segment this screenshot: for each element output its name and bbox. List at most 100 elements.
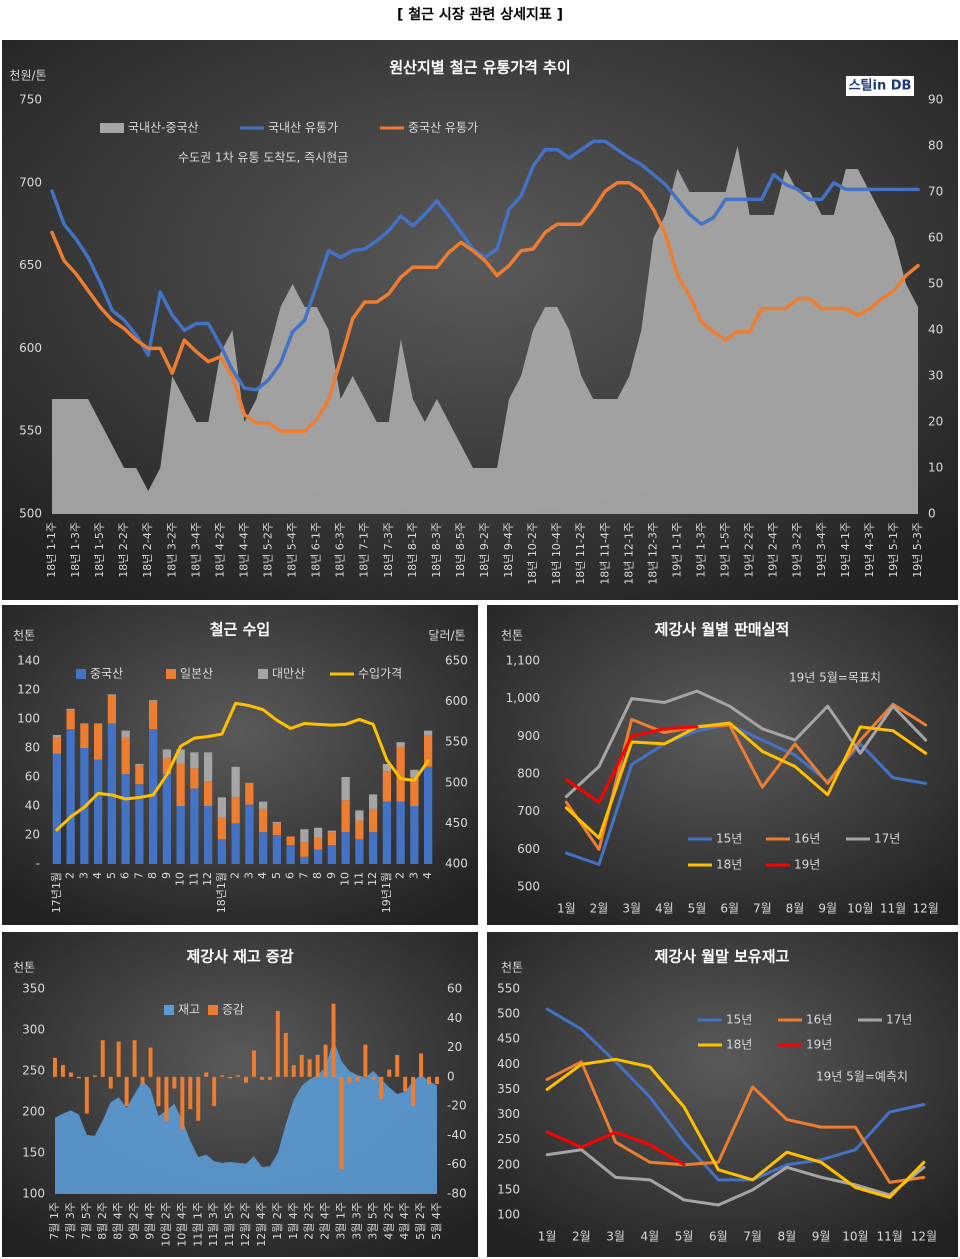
x-tick-label: 8월 — [786, 902, 805, 916]
bar — [100, 1040, 105, 1077]
legend-label: 16년 — [794, 832, 820, 846]
y-tick-label: 200 — [22, 1105, 45, 1119]
y2-axis-unit: 달러/톤 — [428, 629, 465, 643]
logo-box — [846, 76, 914, 96]
bar — [66, 729, 75, 864]
x-tick-label: 8월 4주 — [112, 1202, 125, 1240]
x-tick-label: 18년 8-3주 — [430, 522, 443, 578]
line — [545, 1148, 926, 1207]
x-tick-label: 5월 — [688, 902, 707, 916]
x-tick-label: 18년 1-1주 — [45, 522, 58, 578]
legend-label: 18년 — [716, 858, 742, 872]
bar — [84, 1076, 89, 1114]
bar — [382, 763, 391, 772]
annotation: 19년 5월=목표치 — [789, 671, 881, 685]
x-tick-label: 7월 5주 — [80, 1202, 93, 1240]
bar — [68, 1072, 73, 1077]
y2-tick-label: 60 — [928, 231, 943, 245]
bar — [245, 782, 254, 805]
bar — [190, 752, 199, 769]
y-axis-unit: 천톤 — [501, 628, 523, 643]
x-tick-label: 12월 — [911, 1230, 937, 1244]
bar — [162, 758, 171, 775]
line — [564, 689, 928, 799]
x-tick-label: 9월 — [812, 1230, 831, 1244]
legend-swatch — [258, 669, 268, 679]
bar — [251, 1050, 256, 1077]
bar — [108, 1076, 113, 1089]
legend-label: 국내산 유통가 — [268, 121, 338, 135]
bar — [196, 1076, 201, 1121]
x-tick-label: 2월 2주 — [303, 1202, 316, 1240]
x-tick-label: 18년 3-4주 — [189, 522, 202, 578]
x-tick-label: 18년 8-5주 — [454, 522, 467, 578]
y2-tick-label: 400 — [445, 857, 468, 871]
x-tick-label: 18년 8-1주 — [406, 522, 419, 578]
y-tick-label: 700 — [19, 175, 42, 189]
x-tick-label: 5월 2주 — [414, 1202, 427, 1240]
legend-label: 중국산 — [90, 667, 123, 681]
legend-label: 수입가격 — [358, 667, 402, 681]
note: 수도권 1차 유통 도착도, 즉시현금 — [178, 151, 348, 165]
x-tick-label: 3월 5주 — [366, 1202, 379, 1240]
x-tick-label: 1월 4주 — [287, 1202, 300, 1240]
x-tick-label: 3월 1주 — [335, 1202, 348, 1240]
y-tick-label: 350 — [497, 1082, 520, 1096]
bar — [231, 797, 240, 824]
bar — [286, 836, 295, 846]
bar — [369, 808, 378, 833]
bar — [315, 1054, 320, 1077]
x-tick-label: 5월 4주 — [430, 1202, 443, 1240]
bar — [347, 1076, 352, 1083]
x-tick-label: 19년1월 — [380, 872, 393, 913]
bar — [164, 1076, 169, 1121]
x-tick-label: 3월 — [606, 1230, 625, 1244]
bar — [396, 801, 405, 864]
y-tick-label: 550 — [19, 424, 42, 438]
x-tick-label: 2월 4주 — [319, 1202, 332, 1240]
y2-tick-label: 20 — [447, 1040, 462, 1054]
line — [50, 181, 920, 433]
y-tick-label: 500 — [497, 1007, 520, 1021]
y2-tick-label: -80 — [447, 1187, 467, 1201]
bar — [236, 1075, 241, 1077]
y-tick-label: 650 — [19, 258, 42, 272]
bar — [371, 1076, 376, 1080]
chart-title: 제강사 월별 판매실적 — [655, 621, 790, 639]
y-tick-label: 750 — [19, 93, 42, 107]
x-tick-label: 11 — [187, 872, 200, 886]
y2-tick-label: 0 — [447, 1069, 455, 1083]
bar — [162, 749, 171, 759]
bar — [272, 835, 281, 864]
x-tick-label: 18년 5-2주 — [262, 522, 275, 578]
x-tick-label: 12월 — [913, 902, 939, 916]
bar — [92, 1075, 97, 1077]
x-tick-label: 18년1월 — [215, 872, 228, 913]
y-tick-label: 100 — [22, 1187, 45, 1201]
x-tick-label: 7월 3주 — [64, 1202, 77, 1240]
x-tick-label: 11 — [352, 872, 365, 886]
bar — [259, 808, 268, 833]
bar — [387, 1069, 392, 1077]
x-tick-label: 18년 3-2주 — [165, 522, 178, 578]
bar — [355, 1076, 360, 1082]
bar — [180, 1076, 185, 1130]
x-tick-label: 18년 12-3주 — [646, 522, 659, 585]
bar — [395, 1054, 400, 1077]
legend-swatch — [164, 1005, 174, 1015]
legend-swatch — [208, 1005, 218, 1015]
y-axis-unit: 천톤 — [13, 628, 35, 643]
legend-label: 대만산 — [272, 667, 305, 681]
x-tick-label: 9 — [325, 872, 338, 879]
x-tick-label: 18년 6-3주 — [334, 522, 347, 578]
bar — [66, 708, 75, 711]
x-tick-label: 19년 5-3주 — [911, 522, 924, 578]
x-tick-label: 11월 — [876, 1230, 902, 1244]
x-tick-label: 19년 1-1주 — [670, 522, 683, 578]
x-tick-label: 19년 2-2주 — [743, 522, 756, 578]
x-tick-label: 6 — [284, 872, 297, 879]
y-tick-label: 150 — [22, 1146, 45, 1160]
x-tick-label: 4월 — [641, 1230, 660, 1244]
y-tick-label: 500 — [517, 880, 540, 894]
